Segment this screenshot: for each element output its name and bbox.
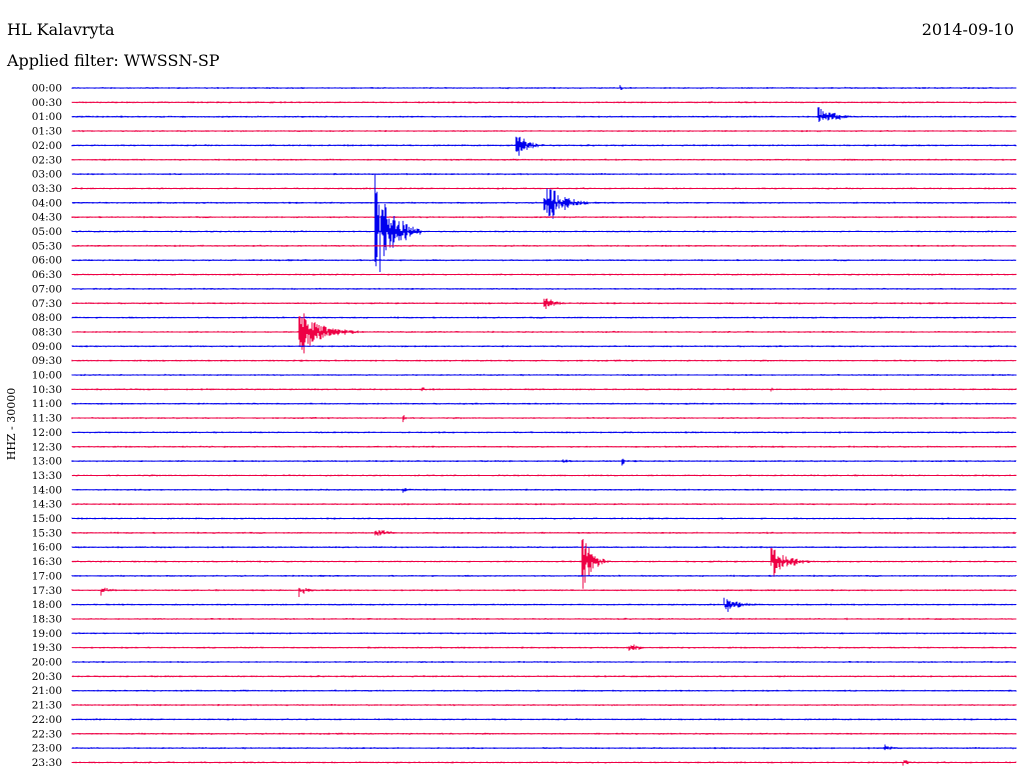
time-tick-label: 20:30 [32,671,62,683]
time-tick-label: 19:30 [32,642,62,654]
time-tick-label: 10:30 [32,384,62,396]
trace-row [71,136,1017,156]
time-tick-label: 21:00 [32,685,62,697]
time-tick-label: 04:30 [32,212,62,224]
trace-row [71,313,1017,354]
time-tick-label: 00:30 [32,97,62,109]
time-tick-label: 08:00 [32,312,62,324]
trace-row [71,107,1017,122]
record-date: 2014-09-10 [921,20,1014,39]
station-name: HL Kalavryta [7,20,115,39]
filter-label: Applied filter: WWSSN-SP [7,51,220,70]
time-tick-label: 07:30 [32,298,62,310]
time-tick-label: 02:30 [32,154,62,166]
time-tick-label: 11:30 [32,413,62,425]
time-tick-label: 22:30 [32,728,62,740]
time-tick-label: 19:00 [32,628,62,640]
time-tick-label: 18:00 [32,599,62,611]
time-tick-label: 15:00 [32,513,62,525]
time-tick-label: 12:30 [32,441,62,453]
trace-row [71,188,1017,219]
time-tick-label: 04:00 [32,197,62,209]
time-tick-label: 05:00 [32,226,62,238]
time-tick-label: 00:00 [32,83,62,95]
time-tick-label: 23:00 [32,743,62,755]
time-tick-label: 03:30 [32,183,62,195]
time-tick-label: 20:00 [32,657,62,669]
trace-row [71,744,1017,751]
time-tick-label: 05:30 [32,240,62,252]
time-tick-label: 12:00 [32,427,62,439]
traces-layer [71,85,1017,766]
time-tick-label: 21:30 [32,700,62,712]
time-tick-label: 01:30 [32,126,62,138]
time-tick-label: 14:30 [32,499,62,511]
time-tick-label: 13:30 [32,470,62,482]
time-tick-label: 17:00 [32,570,62,582]
trace-row [71,488,1017,493]
time-tick-label: 16:30 [32,556,62,568]
trace-row [71,587,1017,597]
time-tick-label: 07:00 [32,283,62,295]
time-tick-label: 13:00 [32,456,62,468]
time-tick-label: 01:00 [32,111,62,123]
tick-labels-layer: 00:00 00:30 01:00 01:30 02:00 02:30 03:00 03:30… [32,83,62,769]
time-tick-label: 18:30 [32,613,62,625]
time-tick-label: 23:30 [32,757,62,769]
trace-row [71,458,1017,466]
time-tick-label: 11:00 [32,398,62,410]
time-tick-label: 14:00 [32,484,62,496]
time-tick-label: 06:00 [32,255,62,267]
channel-label: HHZ - 30000 [5,388,18,461]
time-tick-label: 03:00 [32,169,62,181]
time-tick-label: 22:00 [32,714,62,726]
time-tick-label: 10:00 [32,370,62,382]
time-tick-label: 02:00 [32,140,62,152]
time-tick-label: 08:30 [32,326,62,338]
time-tick-label: 16:00 [32,542,62,554]
trace-row [71,415,1017,423]
time-tick-label: 15:30 [32,527,62,539]
time-tick-label: 09:30 [32,355,62,367]
time-tick-label: 09:00 [32,341,62,353]
time-tick-label: 06:30 [32,269,62,281]
time-tick-label: 17:30 [32,585,62,597]
